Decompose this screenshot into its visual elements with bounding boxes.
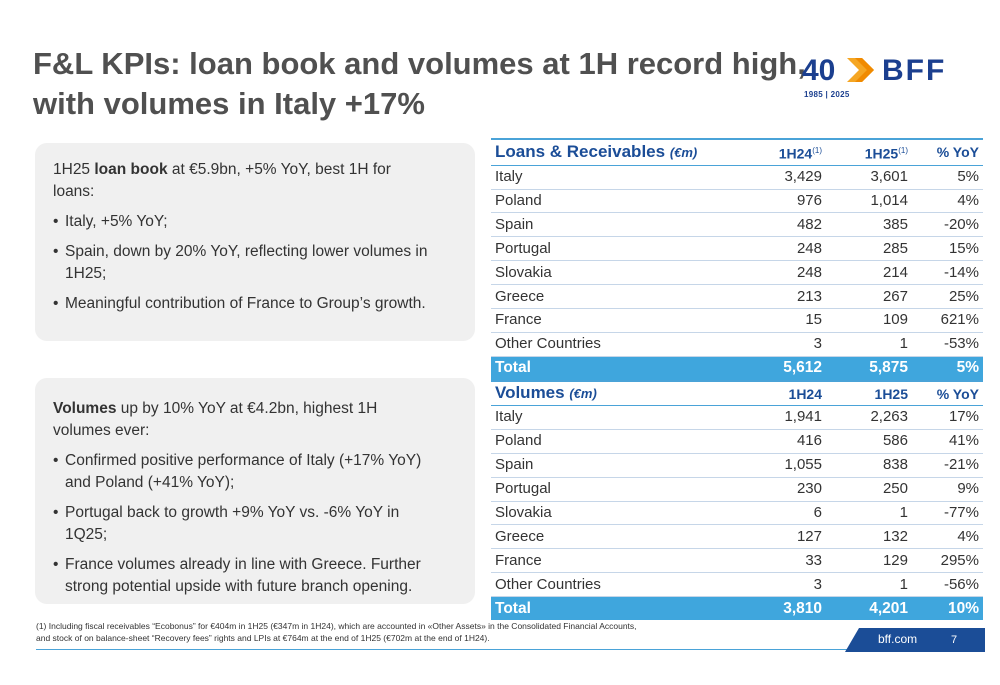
loans-total-row: Total 5,612 5,875 5%	[491, 356, 983, 380]
footer-divider	[36, 649, 882, 650]
volumes-summary-box: Volumes up by 10% YoY at €4.2bn, highest…	[35, 378, 475, 604]
table-row: Poland 976 1,014 4%	[491, 189, 983, 214]
table-row: Spain 482 385 -20%	[491, 212, 983, 238]
loan-book-summary-box: 1H25 loan book at €5.9bn, +5% YoY, best …	[35, 143, 475, 341]
table-row: France 15 109 621%	[491, 308, 983, 333]
list-item: France volumes already in line with Gree…	[53, 554, 435, 598]
volumes-bullets: Confirmed positive performance of Italy …	[53, 450, 435, 598]
loan-book-bullets: Italy, +5% YoY; Spain, down by 20% YoY, …	[53, 211, 435, 315]
list-item: Meaningful contribution of France to Gro…	[53, 293, 435, 315]
bff-logo: 40 BFF	[802, 54, 946, 87]
list-item: Spain, down by 20% YoY, reflecting lower…	[53, 241, 435, 285]
loans-table-title: Loans & Receivables (€m)	[491, 137, 746, 166]
volumes-col-1h24: 1H24	[746, 380, 826, 406]
table-row: Portugal 248 285 15%	[491, 236, 983, 262]
loans-col-yoy: % YoY	[912, 137, 983, 166]
loans-receivables-table: Loans & Receivables (€m) 1H24(1) 1H25(1)…	[491, 137, 983, 380]
table-row: France 33 129 295%	[491, 548, 983, 574]
table-row: Portugal 230 250 9%	[491, 477, 983, 502]
footer-tab-shape	[845, 628, 985, 652]
page-number: 7	[951, 634, 958, 646]
table-row: Slovakia 6 1 -77%	[491, 501, 983, 526]
loans-col-1h24: 1H24(1)	[746, 137, 826, 166]
table-row: Italy 1,941 2,263 17%	[491, 405, 983, 430]
table-row: Poland 416 586 41%	[491, 429, 983, 454]
volumes-lead: Volumes up by 10% YoY at €4.2bn, highest…	[53, 400, 378, 439]
loan-book-lead: 1H25 loan book at €5.9bn, +5% YoY, best …	[53, 161, 391, 200]
logo-brand: BFF	[882, 54, 946, 87]
table-row: Other Countries 3 1 -53%	[491, 332, 983, 357]
logo-number: 40	[802, 54, 835, 87]
list-item: Confirmed positive performance of Italy …	[53, 450, 435, 494]
volumes-col-1h25: 1H25	[826, 380, 912, 406]
list-item: Portugal back to growth +9% YoY vs. -6% …	[53, 502, 435, 546]
list-item: Italy, +5% YoY;	[53, 211, 435, 233]
title-line-1: F&L KPIs: loan book and volumes at 1H re…	[33, 46, 806, 81]
table-row: Greece 127 132 4%	[491, 524, 983, 550]
footer-url[interactable]: bff.com	[878, 632, 918, 646]
page-title: F&L KPIs: loan book and volumes at 1H re…	[33, 44, 806, 124]
table-row: Italy 3,429 3,601 5%	[491, 165, 983, 190]
volumes-table: Volumes (€m) 1H24 1H25 % YoY Italy 1,941 2…	[491, 380, 983, 621]
volumes-total-row: Total 3,810 4,201 10%	[491, 596, 983, 621]
loans-col-1h25: 1H25(1)	[826, 137, 912, 166]
table-row: Greece 213 267 25%	[491, 284, 983, 309]
table-row: Other Countries 3 1 -56%	[491, 572, 983, 598]
volumes-table-title: Volumes (€m)	[491, 380, 746, 406]
logo-years: 1985 | 2025	[804, 90, 850, 99]
title-line-2: with volumes in Italy +17%	[33, 86, 425, 121]
table-row: Spain 1,055 838 -21%	[491, 453, 983, 478]
footnote: (1) Including fiscal receivables “Ecobon…	[36, 621, 637, 643]
volumes-col-yoy: % YoY	[912, 380, 983, 406]
table-row: Slovakia 248 214 -14%	[491, 260, 983, 286]
